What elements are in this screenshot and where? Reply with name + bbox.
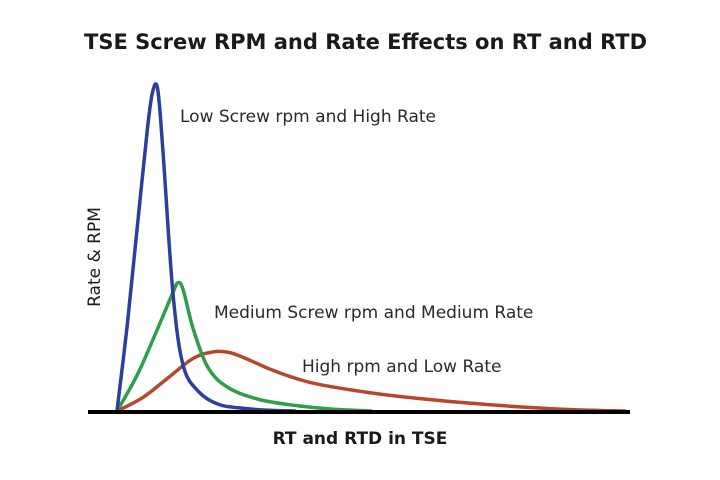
series-label-low-rpm-high-rate: Low Screw rpm and High Rate <box>180 107 436 127</box>
series-label-medium-rpm-medium-rate: Medium Screw rpm and Medium Rate <box>214 303 533 323</box>
series-line-0 <box>115 82 297 413</box>
x-axis-label: RT and RTD in TSE <box>273 429 448 449</box>
series-line-2 <box>115 349 627 413</box>
series-line-1 <box>115 280 373 413</box>
series-label-high-rpm-low-rate: High rpm and Low Rate <box>302 357 501 377</box>
chart-title: TSE Screw RPM and Rate Effects on RT and… <box>84 30 648 54</box>
y-axis-label: Rate & RPM <box>85 207 105 307</box>
curves-group <box>115 82 627 413</box>
